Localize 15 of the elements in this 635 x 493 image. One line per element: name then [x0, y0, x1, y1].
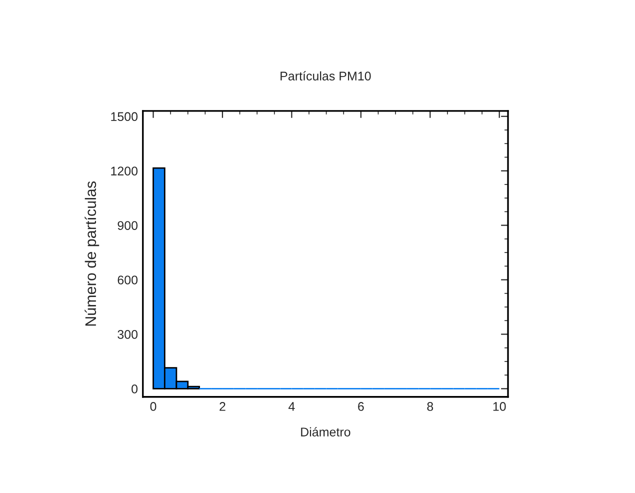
x-tick-label: 6 [358, 402, 364, 411]
y-tick-label: 1200 [111, 166, 138, 176]
x-tick-label: 8 [427, 402, 434, 411]
x-tick-label: 2 [220, 402, 226, 411]
y-tick-label: 900 [118, 221, 138, 230]
y-tick-label: 300 [118, 330, 138, 339]
y-tick-label: 600 [118, 276, 138, 284]
x-tick-label: 4 [288, 402, 295, 411]
y-axis-title: Número de partículas [84, 181, 100, 326]
x-axis-title: Diámetro [301, 427, 350, 436]
x-tick-label: 0 [150, 402, 156, 411]
chart-title: Partículas PM10 [280, 71, 371, 80]
y-tick-label: 1500 [111, 112, 138, 122]
y-tick-label: 0 [132, 384, 138, 394]
x-tick-label: 10 [493, 402, 506, 411]
